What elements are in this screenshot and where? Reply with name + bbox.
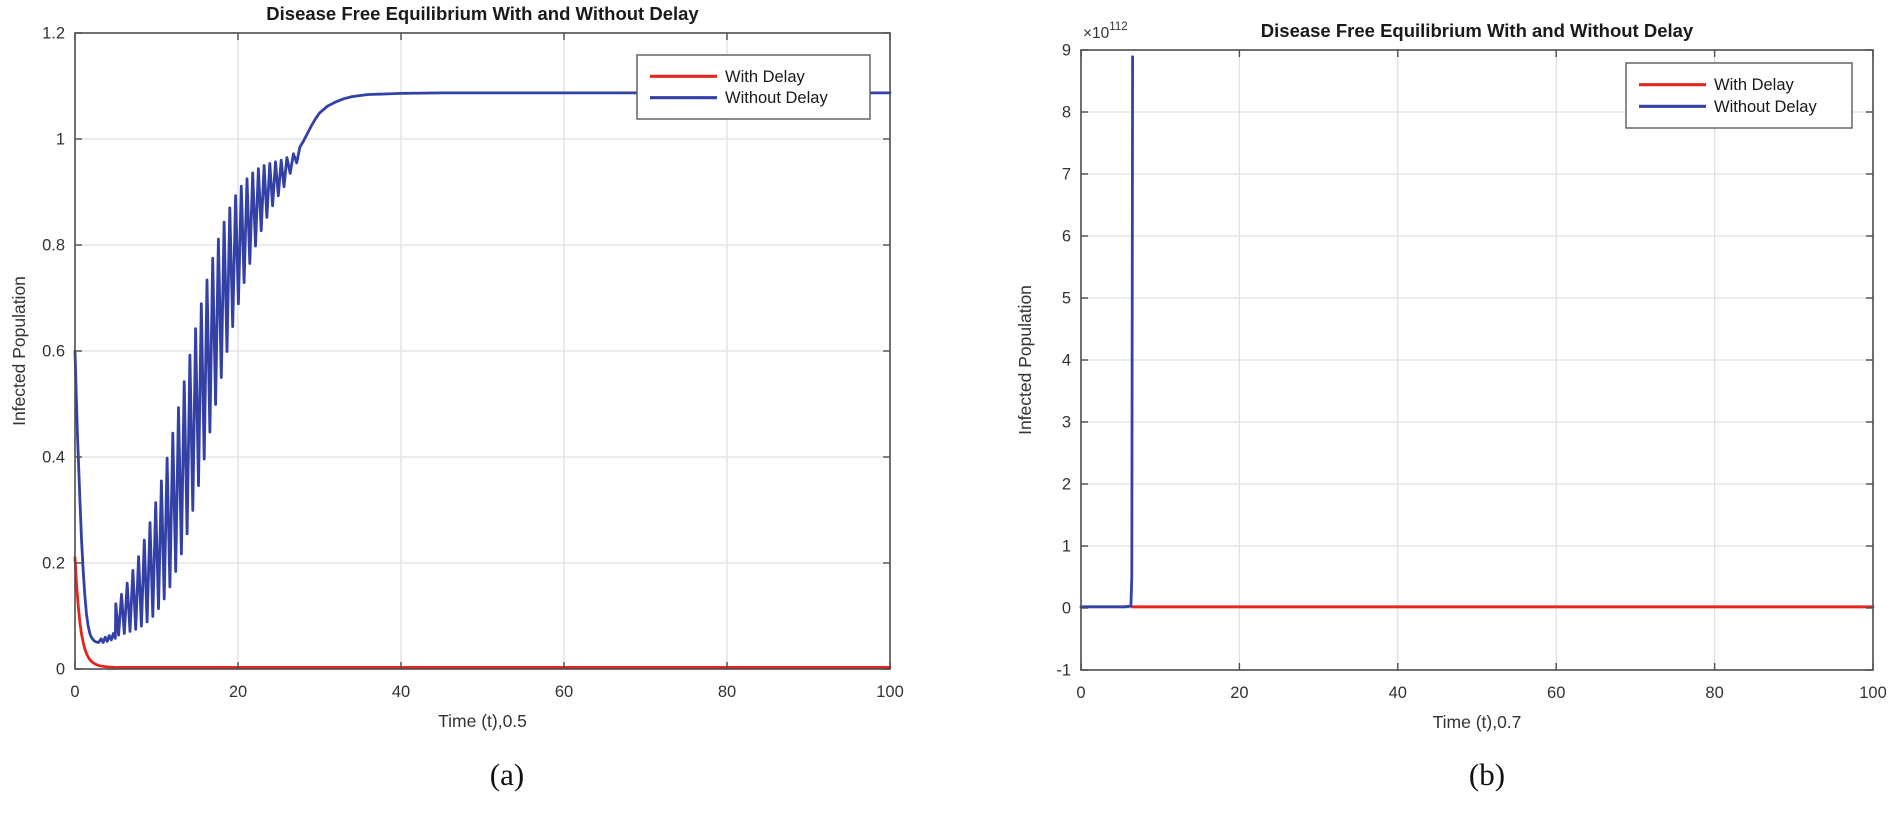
legend-label: With Delay bbox=[1714, 76, 1795, 94]
chart-title: Disease Free Equilibrium With and Withou… bbox=[266, 3, 699, 24]
series-with-delay bbox=[73, 556, 892, 669]
y-tick-label: 0.2 bbox=[42, 555, 65, 573]
legend-box bbox=[636, 54, 871, 120]
chart-b: 0 20 40 60 80 100 -1 0 1 2 3 4 5 6 7 8 9 Disease Free Equ… bbox=[1015, 20, 1887, 732]
x-tick-label: 60 bbox=[1547, 684, 1565, 702]
y-tick-label: 6 bbox=[1062, 228, 1071, 246]
y-tick-label: 0 bbox=[1062, 600, 1071, 618]
y-tick-label: 1 bbox=[1062, 538, 1071, 556]
x-tick-label: 80 bbox=[1705, 684, 1723, 702]
y-tick-label: 5 bbox=[1062, 290, 1071, 308]
x-tick-label: 80 bbox=[718, 683, 736, 701]
legend: With Delay Without Delay bbox=[1625, 62, 1853, 129]
y-tick-label: 8 bbox=[1062, 104, 1071, 122]
series-without-delay bbox=[73, 91, 892, 644]
x-tick-label: 40 bbox=[1389, 684, 1407, 702]
x-tick-label: 20 bbox=[1230, 684, 1248, 702]
chart-a: 0 20 40 60 80 100 0 0.2 0.4 0.6 0.8 1 1.2 Disease Fre… bbox=[9, 3, 904, 731]
chart-title: Disease Free Equilibrium With and Withou… bbox=[1261, 20, 1694, 41]
grid-lines bbox=[1081, 50, 1873, 670]
x-axis-label: Time (t),0.7 bbox=[1433, 712, 1522, 732]
x-tick-label: 20 bbox=[229, 683, 247, 701]
y-tick-label: 2 bbox=[1062, 476, 1071, 494]
x-tick-label: 100 bbox=[1859, 684, 1887, 702]
x-tick-label: 0 bbox=[70, 683, 79, 701]
y-tick-label: 0.8 bbox=[42, 237, 65, 255]
x-tick-label: 60 bbox=[555, 683, 573, 701]
y-tick-label: 0.6 bbox=[42, 343, 65, 361]
caption-a: (a) bbox=[489, 757, 525, 792]
legend-box bbox=[1625, 62, 1853, 129]
tick-marks bbox=[1080, 49, 1874, 671]
series-without-delay bbox=[1079, 55, 1134, 609]
y-axis-exponent: ×10112 bbox=[1083, 21, 1128, 42]
legend-label: Without Delay bbox=[1714, 98, 1817, 116]
y-tick-label: 1.2 bbox=[42, 25, 65, 43]
x-axis-label: Time (t),0.5 bbox=[438, 711, 527, 731]
y-tick-label: 7 bbox=[1062, 166, 1071, 184]
y-tick-label: -1 bbox=[1056, 662, 1071, 680]
y-tick-label: 3 bbox=[1062, 414, 1071, 432]
y-tick-label: 4 bbox=[1062, 352, 1071, 370]
x-tick-label: 100 bbox=[876, 683, 904, 701]
y-axis-label: Infected Population bbox=[1015, 285, 1035, 435]
tick-marks bbox=[74, 32, 891, 670]
y-tick-label: 9 bbox=[1062, 42, 1071, 60]
caption-b: (b) bbox=[1468, 757, 1506, 792]
legend-label: With Delay bbox=[725, 68, 806, 86]
y-tick-label: 0.4 bbox=[42, 449, 65, 467]
legend-label: Without Delay bbox=[725, 89, 828, 107]
x-tick-label: 0 bbox=[1076, 684, 1085, 702]
y-tick-label: 1 bbox=[56, 131, 65, 149]
legend: With Delay Without Delay bbox=[636, 54, 871, 120]
y-tick-label: 0 bbox=[56, 661, 65, 679]
x-tick-label: 40 bbox=[392, 683, 410, 701]
y-axis-label: Infected Population bbox=[9, 276, 29, 426]
